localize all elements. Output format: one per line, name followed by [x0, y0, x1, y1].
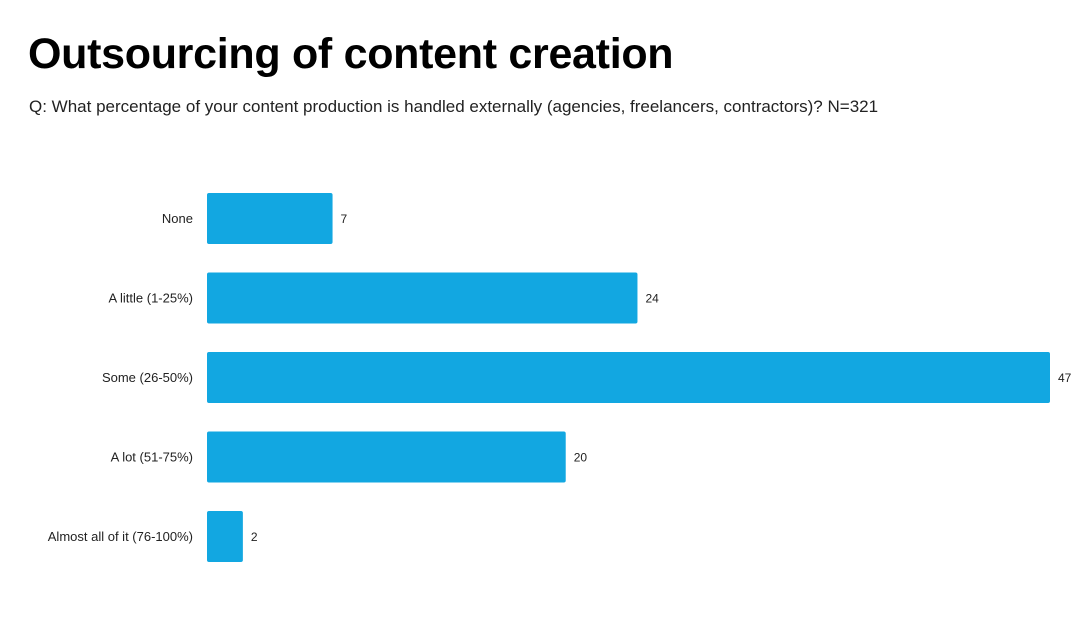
value-label-0: 7 — [341, 212, 348, 226]
bar-1 — [207, 272, 638, 324]
category-label-2: Some (26-50%) — [102, 370, 193, 385]
value-label-1: 24 — [645, 292, 659, 306]
bar-2 — [207, 352, 1050, 403]
bar-3 — [207, 431, 566, 483]
value-label-3: 20 — [574, 451, 588, 465]
category-label-4: Almost all of it (76-100%) — [48, 529, 193, 544]
bars-layer: None 7 A little (1-25%) 24 Some (26-50%) 47 A … — [48, 193, 1072, 562]
value-label-2: 47 — [1058, 371, 1072, 385]
category-label-3: A lot (51-75%) — [111, 450, 193, 465]
value-label-4: 2 — [251, 530, 258, 544]
bar-4 — [207, 511, 243, 562]
bar-0 — [207, 193, 333, 244]
category-label-0: None — [162, 211, 193, 226]
chart-title: Outsourcing of content creation — [28, 30, 674, 78]
chart-subtitle: Q: What percentage of your content produ… — [29, 97, 879, 116]
category-label-1: A little (1-25%) — [108, 291, 193, 306]
